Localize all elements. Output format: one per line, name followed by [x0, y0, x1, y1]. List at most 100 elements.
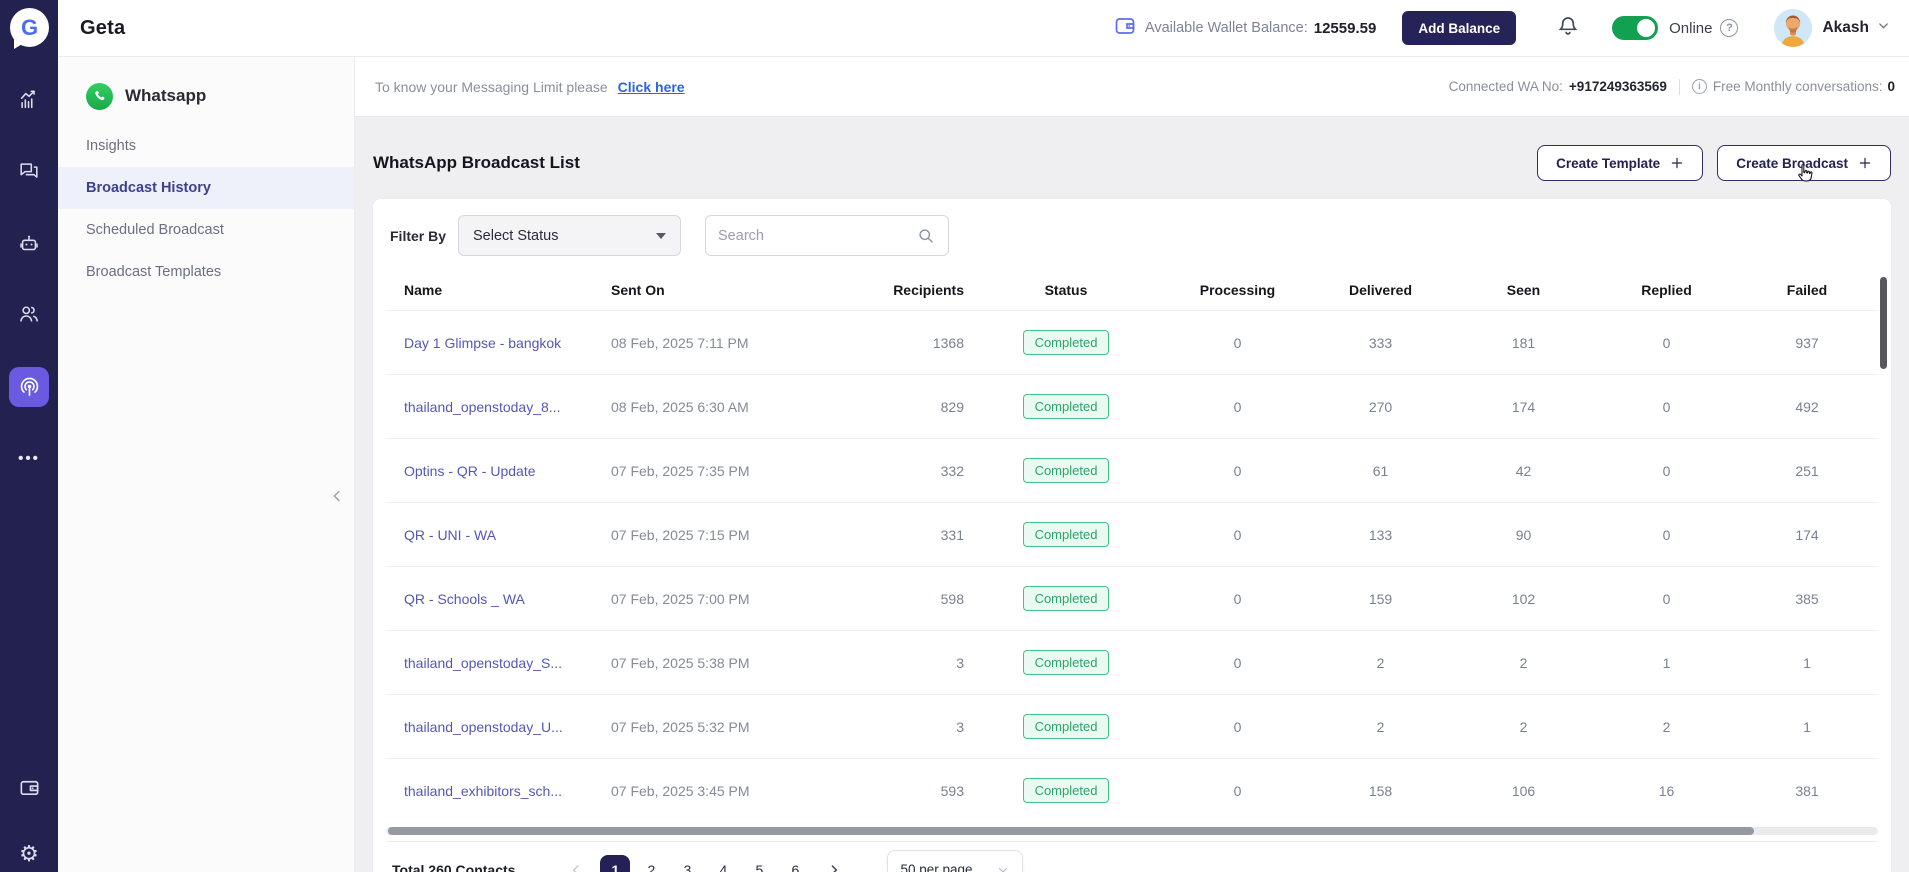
delivered-cell: 333: [1368, 334, 1393, 351]
status-badge: Completed: [1022, 394, 1110, 419]
broadcast-name-link[interactable]: QR - Schools _ WA: [404, 590, 525, 607]
sidebar-item-broadcast-history[interactable]: Broadcast History: [58, 167, 354, 209]
broadcast-name-link[interactable]: thailand_exhibitors_sch...: [404, 782, 562, 799]
failed-cell: 937: [1795, 334, 1819, 351]
broadcast-name-link[interactable]: Optins - QR - Update: [404, 462, 536, 479]
recipients-cell: 332: [940, 462, 964, 479]
column-header-name[interactable]: Name: [404, 282, 443, 298]
processing-cell: 0: [1233, 334, 1242, 351]
per-page-chevron-icon: [999, 867, 1008, 872]
free-conversations-value: 0: [1887, 79, 1895, 94]
status-cell: Completed: [966, 586, 1166, 611]
create-broadcast-button[interactable]: Create Broadcast: [1717, 145, 1891, 181]
page-button-5[interactable]: 5: [744, 855, 774, 872]
processing-cell: 0: [1233, 462, 1242, 479]
column-header-status[interactable]: Status: [1044, 282, 1088, 298]
broadcast-name-link[interactable]: Day 1 Glimpse - bangkok: [404, 334, 562, 351]
broadcast-name-link[interactable]: thailand_openstoday_8...: [404, 398, 561, 415]
online-toggle[interactable]: [1612, 16, 1659, 40]
column-header-sent-on[interactable]: Sent On: [611, 282, 665, 298]
more-icon[interactable]: •••: [18, 450, 40, 467]
table-row: Optins - QR - Update 07 Feb, 2025 7:35 PM…: [386, 438, 1878, 502]
whatsapp-icon: [86, 82, 113, 110]
table-row: QR - UNI - WA 07 Feb, 2025 7:15 PM 331 Comp…: [386, 502, 1878, 566]
broadcast-name-link[interactable]: thailand_openstoday_S...: [404, 654, 563, 671]
user-name: Akash: [1822, 19, 1869, 36]
column-header-delivered[interactable]: Delivered: [1348, 282, 1413, 298]
sidebar-item-scheduled-broadcast[interactable]: Scheduled Broadcast: [86, 222, 224, 238]
replied-cell: 0: [1662, 590, 1671, 607]
vertical-scrollbar-thumb[interactable]: [1880, 277, 1887, 369]
table-row: QR - Schools _ WA 07 Feb, 2025 7:00 PM 598…: [386, 566, 1878, 630]
replied-cell: 0: [1662, 334, 1671, 351]
search-icon[interactable]: [916, 226, 936, 246]
page-button-6[interactable]: 6: [780, 855, 810, 872]
delivered-cell: 61: [1372, 462, 1389, 479]
sent-on-cell: 07 Feb, 2025 3:45 PM: [611, 782, 750, 799]
page-button-2[interactable]: 2: [636, 855, 666, 872]
connected-wa-number: +917249363569: [1568, 79, 1667, 94]
search-input[interactable]: [718, 227, 917, 244]
column-header-failed[interactable]: Failed: [1786, 282, 1828, 298]
search-field: [705, 215, 950, 256]
recipients-cell: 331: [940, 526, 964, 543]
failed-cell: 174: [1795, 526, 1819, 543]
next-page-chevron-icon[interactable]: [821, 857, 847, 872]
horizontal-scrollbar-thumb[interactable]: [388, 827, 1754, 835]
seen-cell: 2: [1519, 654, 1528, 671]
click-here-link[interactable]: Click here: [617, 78, 685, 95]
wallet-balance-label: Available Wallet Balance:: [1144, 20, 1308, 36]
add-balance-button[interactable]: Add Balance: [1402, 11, 1517, 45]
broadcast-name-link[interactable]: thailand_openstoday_U...: [404, 718, 563, 735]
sidebar-item-insights[interactable]: Insights: [86, 138, 136, 154]
settings-gear-icon[interactable]: ⚙: [19, 841, 39, 866]
plus-icon: [1671, 157, 1683, 169]
online-label: Online: [1669, 19, 1713, 37]
seen-cell: 2: [1519, 718, 1528, 735]
contacts-icon[interactable]: [0, 303, 58, 325]
delivered-cell: 133: [1368, 526, 1393, 543]
page-button-4[interactable]: 4: [708, 855, 738, 872]
replied-cell: 0: [1662, 462, 1671, 479]
page-button-1[interactable]: 1: [600, 854, 631, 872]
whatsapp-sidebar: Whatsapp Insights Broadcast History Schedu…: [58, 57, 355, 872]
user-avatar[interactable]: [1774, 9, 1813, 47]
broadcast-name-link[interactable]: QR - UNI - WA: [404, 526, 497, 543]
status-cell: Completed: [966, 522, 1166, 547]
wallet-balance-amount: 12559.59: [1313, 19, 1377, 37]
broadcast-icon-active[interactable]: [9, 367, 49, 407]
sidebar-item-broadcast-templates[interactable]: Broadcast Templates: [86, 264, 222, 280]
status-filter-select[interactable]: Select Status: [458, 215, 682, 256]
bot-icon[interactable]: [0, 233, 58, 255]
total-contacts-label: Total 260 Contacts: [392, 861, 516, 872]
geta-logo[interactable]: G: [10, 8, 49, 47]
table-row: Day 1 Glimpse - bangkok 08 Feb, 2025 7:11…: [386, 310, 1878, 374]
table-body: Day 1 Glimpse - bangkok 08 Feb, 2025 7:11…: [386, 310, 1878, 822]
notifications-bell-icon[interactable]: [1556, 14, 1580, 43]
chats-icon[interactable]: [0, 160, 58, 182]
sidebar-collapse-icon[interactable]: [328, 487, 346, 510]
help-question-icon[interactable]: [1720, 19, 1739, 37]
prev-page-chevron-icon[interactable]: [563, 857, 589, 872]
recipients-cell: 593: [940, 782, 964, 799]
column-header-processing[interactable]: Processing: [1199, 282, 1276, 298]
column-header-recipients[interactable]: Recipients: [893, 282, 964, 298]
replied-cell: 16: [1658, 782, 1675, 799]
page-button-3[interactable]: 3: [672, 855, 702, 872]
wallet-nav-icon[interactable]: [0, 776, 58, 799]
processing-cell: 0: [1233, 654, 1242, 671]
user-menu-chevron-icon[interactable]: [1876, 18, 1891, 38]
status-badge: Completed: [1022, 330, 1110, 355]
page-title: WhatsApp Broadcast List: [373, 153, 580, 172]
horizontal-scrollbar: [386, 827, 1878, 835]
column-header-seen[interactable]: Seen: [1506, 282, 1541, 298]
sent-on-cell: 08 Feb, 2025 6:30 AM: [611, 398, 749, 415]
column-header-replied[interactable]: Replied: [1641, 282, 1692, 298]
create-template-button[interactable]: Create Template: [1537, 145, 1704, 181]
recipients-cell: 3: [956, 718, 964, 735]
processing-cell: 0: [1233, 590, 1242, 607]
seen-cell: 174: [1511, 398, 1536, 415]
per-page-select[interactable]: 50 per page: [887, 849, 1024, 872]
analytics-icon[interactable]: [0, 89, 58, 111]
